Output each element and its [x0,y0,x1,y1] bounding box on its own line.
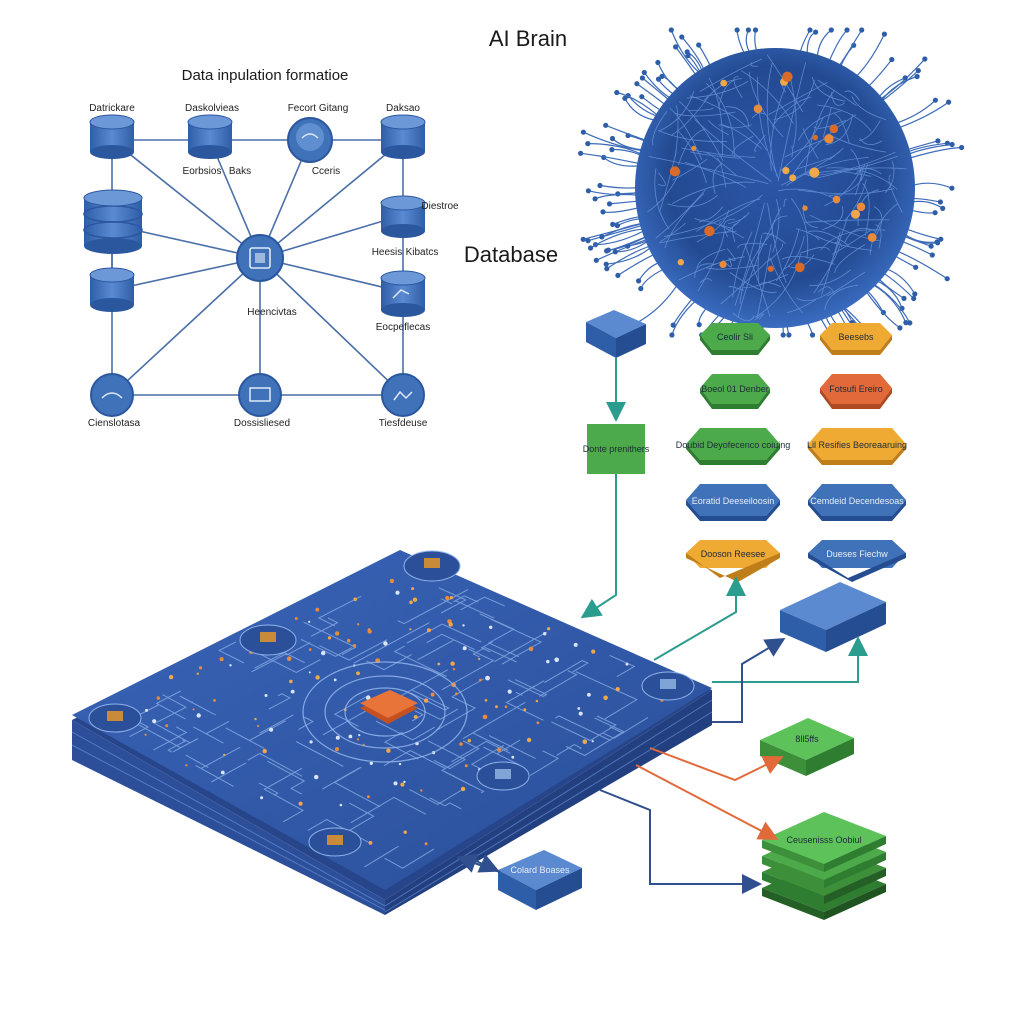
hex-g3 [686,428,780,465]
hex-g2 [700,374,770,409]
board-node-bottom-right [476,761,530,791]
block-label-g2: Boeol 01 Denber [701,384,769,394]
node-label-2: Daskolvieas [185,103,239,114]
node-label-1: Datrickare [89,103,135,114]
node-label-7: Cceris [312,166,340,177]
node-label-3: Fecort Gitang [288,103,349,114]
block-label-o1: Beesebs [838,332,874,342]
green-stack [762,812,886,920]
node-label-14: Dossisliesed [234,418,290,429]
node-label-9: Heesis [372,247,403,258]
db-node-1 [89,114,135,159]
db-node-4 [380,114,426,159]
board-node-left [239,624,297,656]
green-box-small [760,718,854,776]
hex-o3 [808,428,906,465]
ai-brain-title: AI Brain [489,26,567,51]
node-label-10: Kibatcs [406,247,439,258]
block-label-o4: Dooson Reesee [701,549,766,559]
hex-b3 [808,540,906,582]
hex-o1 [820,323,892,355]
block-label-center: Donte prenithers [583,444,650,454]
board-node-far-left [88,703,142,733]
green-box-center [587,424,645,474]
node-label-5: Eorbsios [183,166,222,177]
block-label-g3: Doubid Deyofecenco coiuing [676,440,791,450]
hex-b1 [686,484,780,521]
node-label-15: Tiesfdeuse [379,418,428,429]
node-label-8: Diestroe [421,201,459,212]
hub-node [236,234,284,282]
db-node-10 [381,373,425,417]
blue-cube-top [586,310,646,358]
block-label-green-small: 8ll5ffs [795,734,819,744]
circuit-board [71,550,713,915]
block-label-o2: Fotsufi Ereiro [829,384,883,394]
db-node-5 [380,195,426,238]
node-label-6: Baks [229,166,251,177]
blue-box-bottom [498,850,582,910]
db-node-8 [90,373,134,417]
block-label-b1: Eoratid Deeseiloosin [692,496,775,506]
network-title: Data inpulation formatioe [182,67,349,84]
block-label-o3: Lil Resifies Beoreaaruing [807,440,907,450]
board-node-right [641,671,695,701]
database-title: Database [464,242,558,267]
hex-g1 [700,323,770,355]
block-label-b2: Cemdeid Decendesoas [810,496,904,506]
block-label-g1: Ceolir Sli [717,332,753,342]
board-node-top [403,550,461,582]
db-node-3 [287,117,333,163]
hex-b2 [808,484,906,521]
node-label-4: Daksao [386,103,420,114]
db-node-large [83,189,143,254]
db-node-7 [380,270,426,317]
hex-o4 [686,540,780,582]
board-node-bottom [308,827,362,857]
node-label-13: Cienslotasa [88,418,141,429]
db-node-2 [187,114,233,159]
db-node-9 [238,373,282,417]
hex-o2 [820,374,892,409]
ai-brain-sphere [578,27,965,338]
flow-arrows [456,358,868,894]
db-node-6 [89,267,135,312]
block-label-blue-bottom: Colard Boases [510,865,570,875]
node-label-12: Eocpeflecas [376,322,430,333]
block-label-b3: Dueses Fiechw [826,549,888,559]
block-label-green-stack: Ceusenisss Oobiul [786,835,861,845]
node-label-11: Heencivtas [247,307,296,318]
blue-box-right [780,582,886,652]
